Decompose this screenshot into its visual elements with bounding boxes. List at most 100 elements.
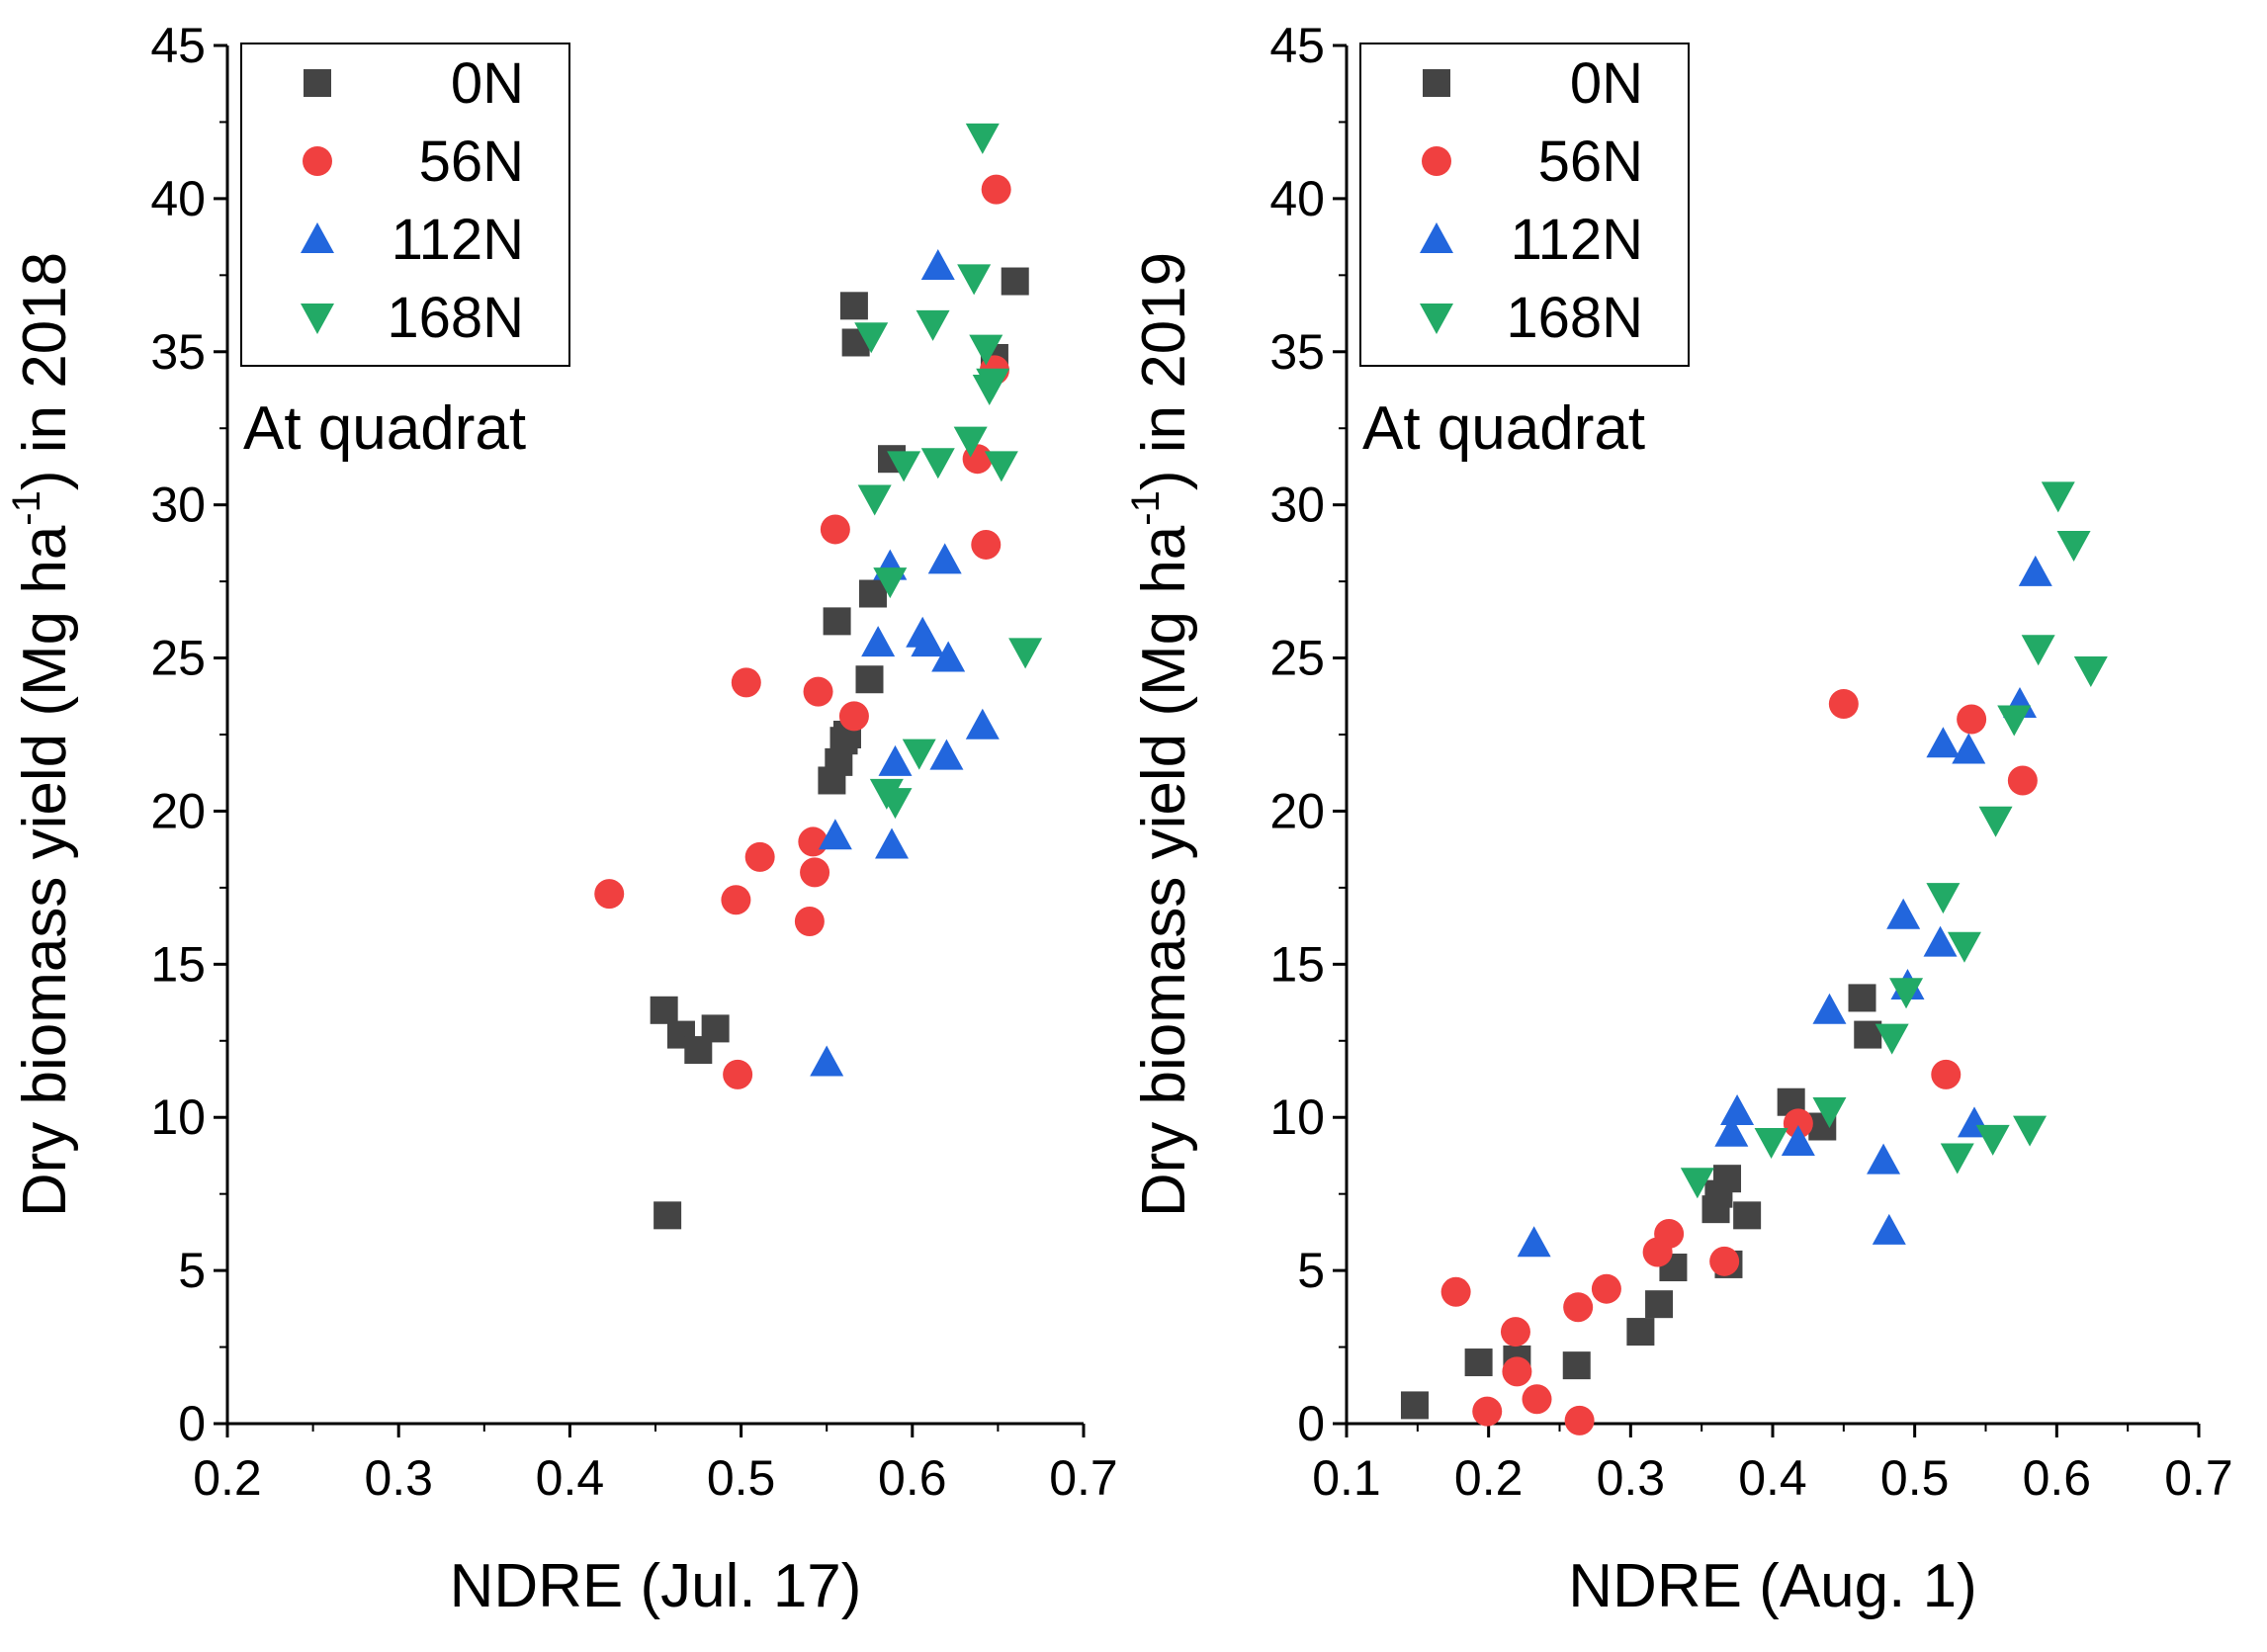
data-point [976, 368, 1010, 399]
data-point [1926, 883, 1961, 914]
data-point [2021, 635, 2055, 666]
legend: 0N 56N 112N 168N [1359, 43, 1690, 367]
data-point [1997, 705, 2032, 737]
y-tick-label: 40 [150, 171, 206, 226]
data-point [1889, 978, 1924, 1009]
data-point [957, 264, 992, 296]
data-point [803, 676, 833, 707]
y-tick-label: 15 [1269, 936, 1325, 992]
data-point [820, 514, 850, 545]
data-point [971, 529, 1002, 560]
y-tick-label: 0 [1297, 1396, 1325, 1451]
legend-label: 0N [1570, 51, 1643, 116]
data-point [1975, 1124, 2010, 1156]
data-point [1947, 931, 1981, 963]
data-point [911, 626, 945, 657]
legend-label: 0N [451, 51, 524, 116]
data-point [2013, 1115, 2048, 1147]
data-point [916, 309, 950, 341]
data-point [1517, 1226, 1551, 1258]
data-point [1783, 1108, 1813, 1139]
x-axis-label: NDRE (Jul. 17) [450, 1552, 862, 1620]
series-168N [854, 123, 1043, 820]
data-point [875, 827, 910, 859]
legend-marker-112N [1420, 222, 1453, 253]
y-axis-label: Dry biomass yield (Mg ha-1) in 2018 [5, 252, 79, 1217]
series-0N [650, 267, 1029, 1230]
data-point [1591, 1273, 1621, 1304]
data-point [969, 334, 1003, 366]
legend-label: 56N [1538, 130, 1643, 194]
data-point [887, 451, 921, 482]
legend-label: 168N [387, 286, 524, 350]
x-tick-label: 0.1 [1312, 1450, 1381, 1506]
data-point [1522, 1384, 1552, 1415]
data-point [902, 739, 936, 770]
y-tick-label: 5 [178, 1243, 206, 1298]
legend-box [1359, 43, 1690, 367]
y-tick-label: 10 [150, 1089, 206, 1145]
data-point [1680, 1168, 1714, 1199]
y-axis-label-tail: ) in 2018 [11, 252, 79, 490]
legend-label: 112N [1511, 208, 1643, 272]
x-tick-label: 0.2 [193, 1450, 262, 1506]
data-point [1926, 727, 1961, 758]
data-point [878, 788, 913, 820]
series-112N [810, 249, 1000, 1077]
data-point [1812, 993, 1847, 1024]
legend-marker-168N [301, 304, 334, 334]
data-point [2041, 481, 2075, 513]
data-point [1940, 1143, 1974, 1174]
panel-annotation: At quadrat [1362, 394, 1645, 463]
data-point [1645, 1290, 1674, 1319]
data-point [800, 857, 830, 888]
data-point [1931, 1059, 1962, 1089]
data-point [1872, 1213, 1906, 1245]
y-axis-label-superscript: -1 [5, 490, 48, 526]
y-tick-label: 20 [1269, 783, 1325, 838]
data-point [810, 1045, 844, 1077]
y-axis-label-superscript: -1 [1124, 490, 1168, 526]
data-point [1564, 1405, 1595, 1435]
data-point [1563, 1292, 1594, 1323]
data-point [2018, 555, 2052, 586]
data-point [594, 879, 625, 910]
y-tick-label: 40 [1269, 171, 1325, 226]
data-point [920, 448, 955, 479]
y-tick-label: 25 [1269, 631, 1325, 686]
x-tick-label: 0.5 [707, 1450, 776, 1506]
data-point [1720, 1094, 1755, 1126]
legend-box [240, 43, 570, 367]
data-point [723, 1059, 753, 1089]
x-tick-label: 0.3 [1597, 1450, 1666, 1506]
legend-marker-56N [303, 146, 332, 176]
chart-panel-2: 0 5 10 15 20 25 30 35 40 45 0.1 0.2 0.3 0.4 0.5 0.6 0.7 N… [1124, 18, 2233, 1620]
y-tick-label: 30 [150, 478, 206, 533]
data-point [744, 841, 775, 872]
y-axis-label-main: Dry biomass yield (Mg ha [1130, 525, 1198, 1217]
y-tick-label: 0 [178, 1396, 206, 1451]
data-point [1464, 1348, 1493, 1377]
data-point [931, 641, 966, 672]
series-168N [1680, 481, 2108, 1199]
data-point [838, 701, 869, 732]
legend-label: 56N [419, 130, 524, 194]
data-point [858, 579, 887, 608]
chart-panel-1: 0 5 10 15 20 25 30 35 40 45 0.2 0.3 0.4 0.5 0.6 0.7 NDRE… [5, 18, 1118, 1620]
y-tick-label: 25 [150, 631, 206, 686]
data-point [1654, 1218, 1685, 1249]
legend-marker-0N [304, 69, 331, 97]
data-point [861, 626, 896, 657]
data-point [1781, 1125, 1815, 1157]
y-tick-label: 5 [1297, 1243, 1325, 1298]
data-point [1828, 689, 1859, 720]
data-point [2073, 655, 2108, 687]
data-point [1440, 1276, 1471, 1307]
data-point [701, 1014, 730, 1043]
data-point [1867, 1143, 1901, 1174]
x-tick-label: 0.7 [2164, 1450, 2233, 1506]
data-point [929, 739, 964, 770]
data-point [1952, 733, 1986, 764]
